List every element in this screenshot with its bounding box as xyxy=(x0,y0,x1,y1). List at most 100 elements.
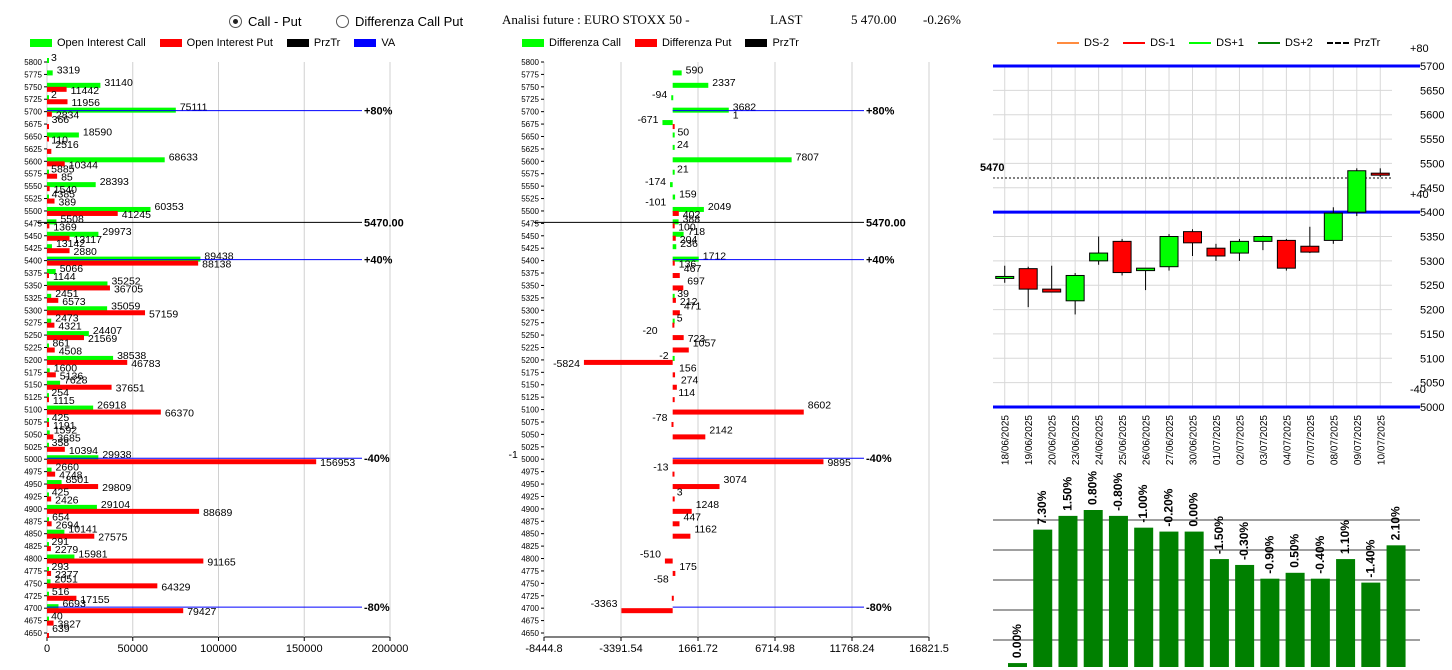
x-tick-label: 150000 xyxy=(286,643,323,655)
date-label: 03/07/2025 xyxy=(1259,415,1270,465)
candle-body xyxy=(1136,267,1156,272)
percent-bar xyxy=(1260,578,1280,667)
data-label: 697 xyxy=(687,275,705,287)
put-bar xyxy=(47,508,200,514)
strike-label: 5400 xyxy=(521,257,539,266)
call-bar xyxy=(47,591,49,597)
percent-bar xyxy=(1184,531,1204,667)
data-label: 13142 xyxy=(56,238,85,250)
put-bar xyxy=(672,434,706,440)
data-label: 654 xyxy=(52,511,70,523)
data-label: 1600 xyxy=(54,362,78,374)
radio-differenza[interactable]: Differenza Call Put xyxy=(336,14,463,29)
put-bar xyxy=(672,372,676,378)
strike-label: 5425 xyxy=(521,244,539,253)
put-bar xyxy=(672,310,680,316)
legend-item: Open Interest Put xyxy=(159,37,273,49)
data-label: 29809 xyxy=(102,482,131,494)
data-label: 389 xyxy=(59,197,77,209)
date-label: 30/06/2025 xyxy=(1189,415,1200,465)
put-bar xyxy=(47,359,128,365)
data-label: 3074 xyxy=(724,474,748,486)
percent-label: 2.10% xyxy=(1389,506,1403,540)
call-bar xyxy=(47,529,65,535)
put-bar xyxy=(47,173,58,179)
radio-call-put[interactable]: Call - Put xyxy=(229,14,301,29)
put-bar xyxy=(47,161,65,167)
strike-label: 4825 xyxy=(24,542,42,551)
data-label: 26918 xyxy=(97,400,126,412)
data-label: -1 xyxy=(509,449,518,461)
call-bar xyxy=(672,293,675,299)
call-bar xyxy=(47,318,52,324)
strike-label: 5025 xyxy=(24,443,42,452)
date-label: 20/06/2025 xyxy=(1048,415,1059,465)
candle-body xyxy=(1370,172,1390,176)
data-label: 4748 xyxy=(59,470,83,482)
data-label: 3319 xyxy=(57,64,81,76)
candle-body xyxy=(1253,236,1273,242)
data-label: 159 xyxy=(679,189,697,201)
strike-label: 5375 xyxy=(24,269,42,278)
put-bar xyxy=(664,558,673,564)
strike-label: 4750 xyxy=(24,579,42,588)
strike-label: 5050 xyxy=(521,430,539,439)
put-bar xyxy=(47,570,52,576)
data-label: 3685 xyxy=(57,432,81,444)
put-bar xyxy=(672,521,680,527)
call-bar xyxy=(47,306,108,312)
data-label: 6573 xyxy=(62,296,86,308)
data-label: 1 xyxy=(733,110,739,122)
put-bar xyxy=(672,347,689,353)
reference-label: -80% xyxy=(364,602,390,614)
put-bar xyxy=(47,372,56,378)
put-bar xyxy=(47,608,184,614)
data-label: 2473 xyxy=(55,313,79,325)
strike-label: 4875 xyxy=(521,517,539,526)
strike-label: 4950 xyxy=(521,480,539,489)
put-bar xyxy=(47,198,55,204)
date-label: 01/07/2025 xyxy=(1212,415,1223,465)
candle-legend: DS-2 DS-1 DS+1 DS+2 PrzTr xyxy=(1057,37,1380,49)
y-tick-label: 5100 xyxy=(1420,353,1444,365)
strike-label: 5000 xyxy=(24,455,42,464)
date-label: 02/07/2025 xyxy=(1235,415,1246,465)
put-bar xyxy=(47,421,50,427)
data-label: 29973 xyxy=(102,226,131,238)
strike-label: 5350 xyxy=(24,281,42,290)
strike-label: 5150 xyxy=(24,381,42,390)
strike-label: 4800 xyxy=(24,555,42,564)
data-label: 861 xyxy=(52,338,70,350)
x-tick-label: -3391.54 xyxy=(599,643,642,655)
y-tick-label: 5450 xyxy=(1420,183,1444,195)
data-label: 1248 xyxy=(696,499,720,511)
put-bar xyxy=(47,273,49,279)
data-label: -58 xyxy=(653,573,668,585)
strike-label: 5750 xyxy=(24,83,42,92)
data-label: 60353 xyxy=(155,201,184,213)
call-bar xyxy=(47,231,99,237)
data-label: 36705 xyxy=(114,283,143,295)
data-label: 1115 xyxy=(53,395,75,407)
reference-label: +40% xyxy=(866,255,895,267)
date-label: 23/06/2025 xyxy=(1071,415,1082,465)
call-bar xyxy=(672,206,704,212)
call-bar xyxy=(672,244,677,250)
reference-label: -80% xyxy=(866,602,892,614)
strike-label: 5075 xyxy=(24,418,42,427)
strike-label: 5775 xyxy=(24,70,42,79)
data-label: 9895 xyxy=(827,457,851,469)
strike-label: 5450 xyxy=(24,232,42,241)
strike-label: 4650 xyxy=(24,629,42,638)
percent-label: -0.40% xyxy=(1313,535,1327,573)
strike-label: 5200 xyxy=(521,356,539,365)
strike-label: 4900 xyxy=(521,505,539,514)
call-bar xyxy=(47,194,49,200)
data-label: 366 xyxy=(52,114,70,126)
data-label: 723 xyxy=(688,333,706,345)
data-label: 57159 xyxy=(149,308,178,320)
last-value: 5 470.00 xyxy=(851,12,897,27)
strike-label: 4675 xyxy=(24,617,42,626)
legend-item: VA xyxy=(354,37,395,49)
call-bar xyxy=(672,355,675,361)
